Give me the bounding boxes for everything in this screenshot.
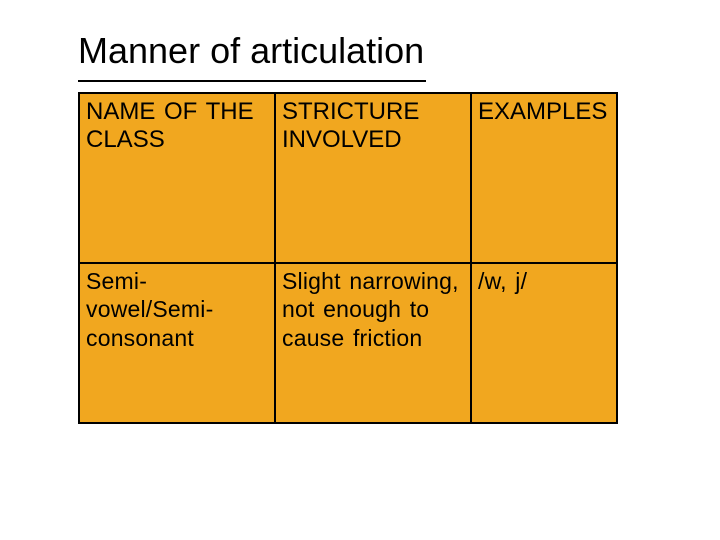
cell-text: Semi-vowel/Semi-consonant (86, 268, 213, 351)
cell-stricture: Slight narrowing, not enough to cause fr… (275, 263, 471, 423)
articulation-table: NAME OF THE CLASS STRICTURE INVOLVED EXA… (78, 92, 616, 424)
cell-text: /w, j/ (478, 268, 527, 294)
table-header-row: NAME OF THE CLASS STRICTURE INVOLVED EXA… (79, 93, 617, 263)
slide: Manner of articulation NAME OF THE CLASS… (0, 0, 720, 540)
page-title: Manner of articulation (78, 30, 424, 72)
col-header-label: STRICTURE INVOLVED (282, 98, 419, 153)
col-header-examples: EXAMPLES (471, 93, 617, 263)
col-header-label: NAME OF THE CLASS (86, 98, 254, 153)
table-row: Semi-vowel/Semi-consonant Slight narrowi… (79, 263, 617, 423)
cell-name: Semi-vowel/Semi-consonant (79, 263, 275, 423)
title-underline (78, 80, 426, 82)
cell-examples: /w, j/ (471, 263, 617, 423)
col-header-stricture: STRICTURE INVOLVED (275, 93, 471, 263)
cell-text: Slight narrowing, not enough to cause fr… (282, 268, 459, 351)
col-header-label: EXAMPLES (478, 98, 607, 125)
title-row: Manner of articulation (78, 30, 424, 72)
col-header-name: NAME OF THE CLASS (79, 93, 275, 263)
table: NAME OF THE CLASS STRICTURE INVOLVED EXA… (78, 92, 618, 424)
